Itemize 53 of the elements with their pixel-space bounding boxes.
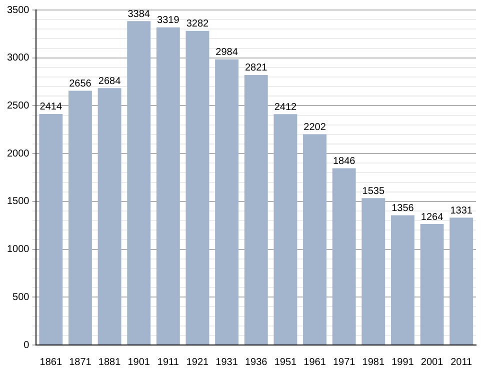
y-tick-label: 1500 (6, 196, 30, 208)
x-tick-label: 1931 (216, 356, 238, 368)
data-label: 3282 (186, 18, 210, 30)
data-label: 2412 (274, 102, 297, 113)
x-tick-label: 1971 (332, 356, 356, 368)
bar (303, 134, 326, 344)
x-tick-label: 1991 (392, 356, 414, 368)
x-tick-label: 1911 (157, 356, 180, 368)
x-tick-label: 1961 (304, 356, 326, 368)
x-tick-label: 2011 (450, 356, 473, 368)
data-label: 2684 (98, 76, 122, 87)
bar (39, 114, 63, 344)
data-label: 2656 (69, 78, 92, 90)
bar (186, 30, 210, 344)
bar (362, 198, 386, 344)
y-tick-label: 2500 (6, 100, 30, 112)
x-tick-label: 1871 (69, 356, 92, 368)
bar (420, 224, 444, 344)
bar (98, 88, 122, 344)
bar (450, 218, 474, 344)
x-tick-label: 1901 (128, 356, 150, 368)
data-label: 1846 (332, 156, 356, 168)
data-label: 2202 (304, 122, 326, 133)
data-label: 2984 (216, 47, 238, 58)
x-tick-label: 1921 (186, 356, 210, 368)
data-label: 2821 (245, 62, 268, 74)
data-label: 1535 (362, 186, 385, 197)
y-tick-label: 500 (12, 292, 30, 303)
bar (390, 215, 414, 344)
y-tick-label: 2000 (6, 148, 30, 160)
data-label: 1356 (392, 202, 414, 214)
bar (127, 21, 151, 344)
x-tick-label: 1861 (40, 356, 62, 368)
bar (274, 114, 298, 344)
x-tick-label: 1936 (245, 356, 268, 368)
data-label: 1331 (450, 205, 473, 216)
data-label: 3384 (128, 8, 150, 20)
data-label: 3319 (157, 15, 180, 26)
bar (156, 27, 180, 344)
bar (332, 168, 356, 344)
data-label: 2414 (40, 102, 62, 113)
bar (244, 74, 268, 344)
data-label: 1264 (420, 212, 444, 223)
x-tick-label: 2001 (420, 356, 444, 368)
bar (215, 59, 239, 344)
y-tick-label: 1000 (6, 244, 30, 256)
x-tick-label: 1981 (362, 356, 385, 368)
bar (68, 90, 92, 344)
y-tick-label: 3000 (6, 52, 30, 64)
y-tick-label: 3500 (6, 4, 30, 16)
y-tick-label: 0 (24, 340, 30, 351)
x-tick-label: 1951 (274, 356, 297, 368)
x-tick-label: 1881 (98, 356, 122, 368)
